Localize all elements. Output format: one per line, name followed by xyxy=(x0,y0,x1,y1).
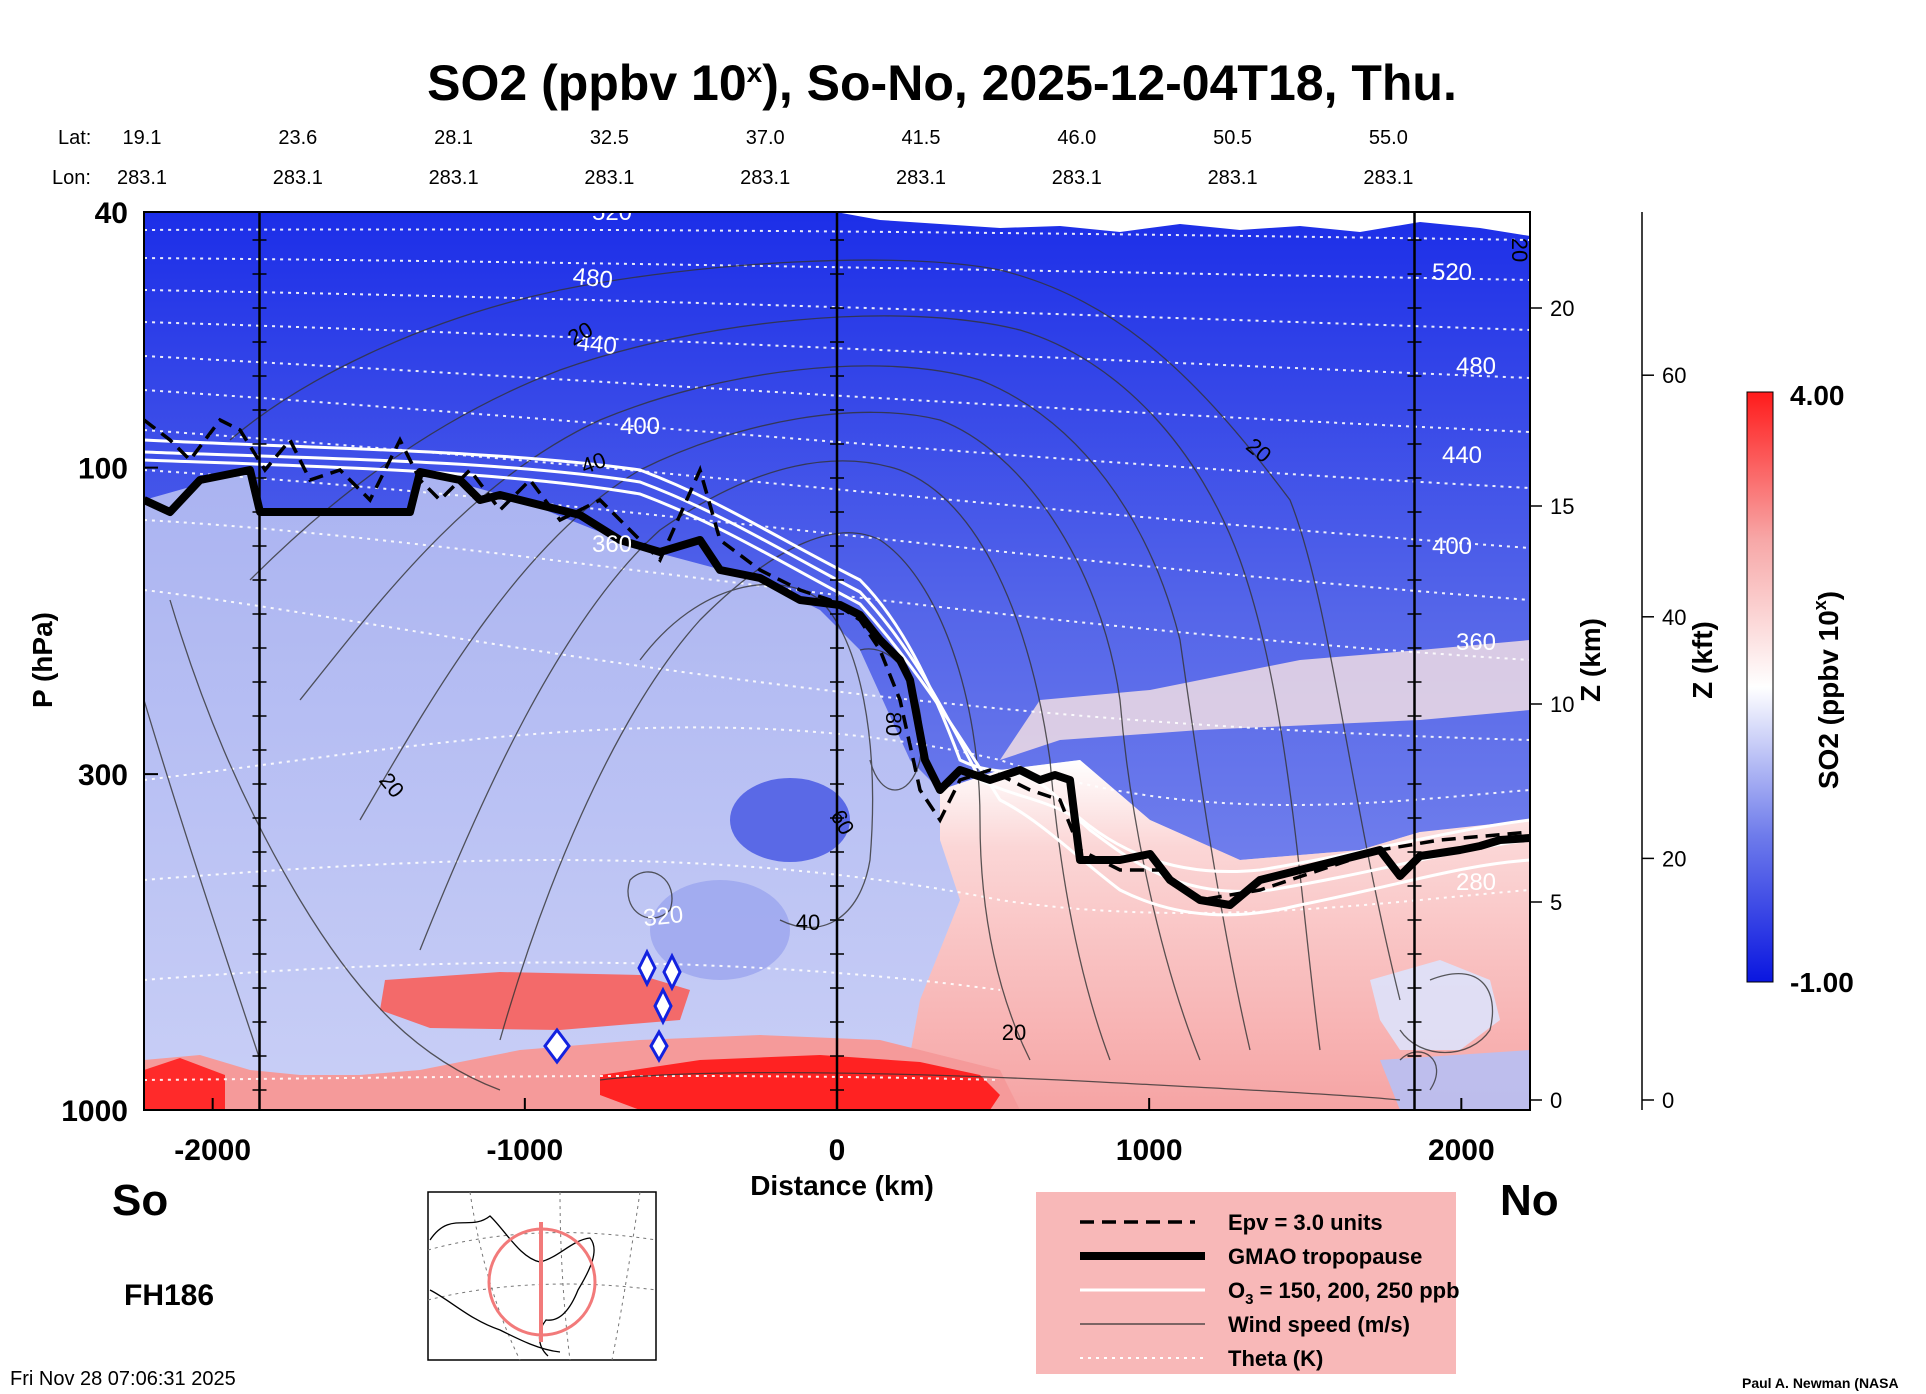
station-lat-1: 23.6 xyxy=(278,127,317,149)
low-level-red-band xyxy=(380,972,690,1030)
blue-anomaly-lower xyxy=(650,880,790,980)
station-lat-6: 46.0 xyxy=(1057,127,1096,149)
top-white-band xyxy=(836,212,1530,236)
inset-map xyxy=(427,1191,657,1361)
plot-area xyxy=(144,212,1530,1110)
wind-label: 20 xyxy=(1002,1020,1026,1045)
station-lon-5: 283.1 xyxy=(896,167,946,189)
south-label: So xyxy=(112,1176,168,1225)
lon-header-label: Lon: xyxy=(52,167,91,189)
p-tick-label: 40 xyxy=(95,197,128,230)
theta-label: 440 xyxy=(1442,442,1482,469)
station-lon-8: 283.1 xyxy=(1363,167,1413,189)
z-km-axis-ticks: 0 5 10 15 20 xyxy=(1530,296,1574,1113)
lat-header-label: Lat: xyxy=(58,127,91,149)
theta-label: 400 xyxy=(1432,533,1472,560)
station-lon-0: 283.1 xyxy=(117,167,167,189)
station-lon-4: 283.1 xyxy=(740,167,790,189)
latitude-row: 19.1 23.6 28.1 32.5 37.0 41.5 46.0 50.5 55.0 xyxy=(123,127,1408,149)
wind-label: 40 xyxy=(796,910,820,935)
x-tick-label: -2000 xyxy=(174,1134,251,1167)
legend-theta-label: Theta (K) xyxy=(1228,1346,1323,1371)
legend-tropopause-label: GMAO tropopause xyxy=(1228,1244,1422,1269)
legend: Epv = 3.0 units GMAO tropopause O3 = 150… xyxy=(1036,1192,1460,1374)
station-lat-8: 55.0 xyxy=(1369,127,1408,149)
station-lon-2: 283.1 xyxy=(429,167,479,189)
theta-label: 520 xyxy=(1432,259,1472,286)
theta-label: 400 xyxy=(620,413,660,440)
x-tick-label: 1000 xyxy=(1116,1134,1183,1167)
wind-label: 20 xyxy=(1507,238,1532,262)
colorbar-min-label: -1.00 xyxy=(1790,967,1854,998)
theta-label: 480 xyxy=(1456,353,1496,380)
north-light-patch xyxy=(1370,960,1500,1050)
z-km-axis-label: Z (km) xyxy=(1575,618,1606,702)
colorbar xyxy=(1746,391,1774,983)
z-km-tick-label: 20 xyxy=(1550,296,1574,321)
p-tick-label: 100 xyxy=(78,453,128,486)
colorbar-max-label: 4.00 xyxy=(1790,380,1845,411)
x-tick-label: 2000 xyxy=(1428,1134,1495,1167)
south-surface-red xyxy=(144,1058,225,1110)
credit-label: Paul A. Newman (NASA xyxy=(1742,1375,1899,1391)
colorbar-title: SO2 (ppbv 10x) xyxy=(1810,591,1844,789)
station-lat-2: 28.1 xyxy=(434,127,473,149)
z-kft-tick-label: 20 xyxy=(1662,846,1686,871)
wind-label: 80 xyxy=(881,712,906,736)
station-lon-7: 283.1 xyxy=(1208,167,1258,189)
station-lat-0: 19.1 xyxy=(123,127,162,149)
z-kft-tick-label: 60 xyxy=(1662,363,1686,388)
gmao-tropopause-line xyxy=(144,466,1530,909)
pressure-axis-ticks: 40 100 300 1000 xyxy=(61,197,158,1128)
north-surface-blue xyxy=(1380,1050,1530,1110)
station-lat-7: 50.5 xyxy=(1213,127,1252,149)
theta-label: 280 xyxy=(1456,869,1496,896)
theta-label: 440 xyxy=(575,329,618,360)
x-axis-ticks: -2000 -1000 0 1000 2000 xyxy=(174,1098,1495,1167)
north-upper-light-field xyxy=(1000,640,1530,760)
station-lon-6: 283.1 xyxy=(1052,167,1102,189)
z-kft-tick-label: 0 xyxy=(1662,1088,1674,1113)
legend-wind-label: Wind speed (m/s) xyxy=(1228,1312,1410,1337)
vertical-reference-lines xyxy=(252,212,1422,1110)
p-tick-label: 300 xyxy=(78,759,128,792)
forecast-hour-label: FH186 xyxy=(124,1279,214,1312)
chart-title: SO2 (ppbv 10x), So-No, 2025-12-04T18, Th… xyxy=(427,55,1457,111)
surface-red-core xyxy=(600,1055,1000,1110)
theta-label: 360 xyxy=(592,531,632,558)
station-lat-4: 37.0 xyxy=(746,127,785,149)
x-axis-label: Distance (km) xyxy=(750,1170,934,1201)
north-label: No xyxy=(1500,1176,1559,1225)
z-kft-axis-label: Z (kft) xyxy=(1687,621,1718,699)
station-lon-3: 283.1 xyxy=(584,167,634,189)
wind-speed-contours xyxy=(144,259,1494,1101)
z-kft-axis-ticks: 0 20 40 60 xyxy=(1642,363,1686,1113)
timestamp-label: Fri Nov 28 07:06:31 2025 xyxy=(10,1368,236,1390)
y-axis-label: P (hPa) xyxy=(27,612,58,708)
station-lon-1: 283.1 xyxy=(273,167,323,189)
legend-epv-label: Epv = 3.0 units xyxy=(1228,1210,1383,1235)
legend-ozone-label: O3 = 150, 200, 250 ppb xyxy=(1228,1278,1460,1308)
theta-lines xyxy=(144,228,1530,1081)
station-lat-3: 32.5 xyxy=(590,127,629,149)
x-tick-label: 0 xyxy=(829,1134,846,1167)
station-lat-5: 41.5 xyxy=(902,127,941,149)
theta-label: 480 xyxy=(571,263,614,294)
longitude-row: 283.1 283.1 283.1 283.1 283.1 283.1 283.1 283.1… xyxy=(117,167,1413,189)
z-km-tick-label: 10 xyxy=(1550,692,1574,717)
theta-label: 360 xyxy=(1456,629,1496,656)
z-km-tick-label: 15 xyxy=(1550,494,1574,519)
blue-anomaly-core xyxy=(730,778,850,862)
x-tick-label: -1000 xyxy=(486,1134,563,1167)
z-km-tick-label: 5 xyxy=(1550,890,1562,915)
diamond-markers xyxy=(543,948,682,1065)
p-tick-label: 1000 xyxy=(61,1095,128,1128)
ozone-lines xyxy=(144,438,1530,917)
z-km-tick-label: 0 xyxy=(1550,1088,1562,1113)
theta-label: 320 xyxy=(642,901,685,932)
z-kft-tick-label: 40 xyxy=(1662,605,1686,630)
epv-dashed-line xyxy=(144,417,1530,902)
